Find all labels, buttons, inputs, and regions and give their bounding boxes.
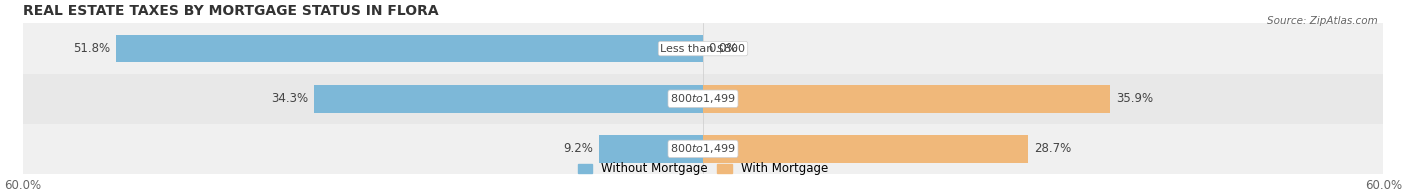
Bar	[22, 74, 1384, 124]
Text: 35.9%: 35.9%	[1116, 92, 1153, 105]
Text: Less than $800: Less than $800	[661, 44, 745, 54]
Bar	[599, 135, 703, 163]
Text: $800 to $1,499: $800 to $1,499	[671, 142, 735, 155]
Bar	[22, 24, 1384, 74]
Text: $800 to $1,499: $800 to $1,499	[671, 92, 735, 105]
Bar	[314, 85, 703, 113]
Text: 9.2%: 9.2%	[564, 142, 593, 155]
Text: 34.3%: 34.3%	[271, 92, 308, 105]
Bar	[22, 124, 1384, 174]
Bar	[703, 135, 1028, 163]
Text: 51.8%: 51.8%	[73, 42, 110, 55]
Legend: Without Mortgage, With Mortgage: Without Mortgage, With Mortgage	[574, 158, 832, 180]
Bar	[115, 35, 703, 62]
Text: REAL ESTATE TAXES BY MORTGAGE STATUS IN FLORA: REAL ESTATE TAXES BY MORTGAGE STATUS IN …	[22, 4, 439, 18]
Text: Source: ZipAtlas.com: Source: ZipAtlas.com	[1267, 16, 1378, 26]
Bar	[703, 85, 1109, 113]
Text: 28.7%: 28.7%	[1033, 142, 1071, 155]
Text: 0.0%: 0.0%	[709, 42, 738, 55]
